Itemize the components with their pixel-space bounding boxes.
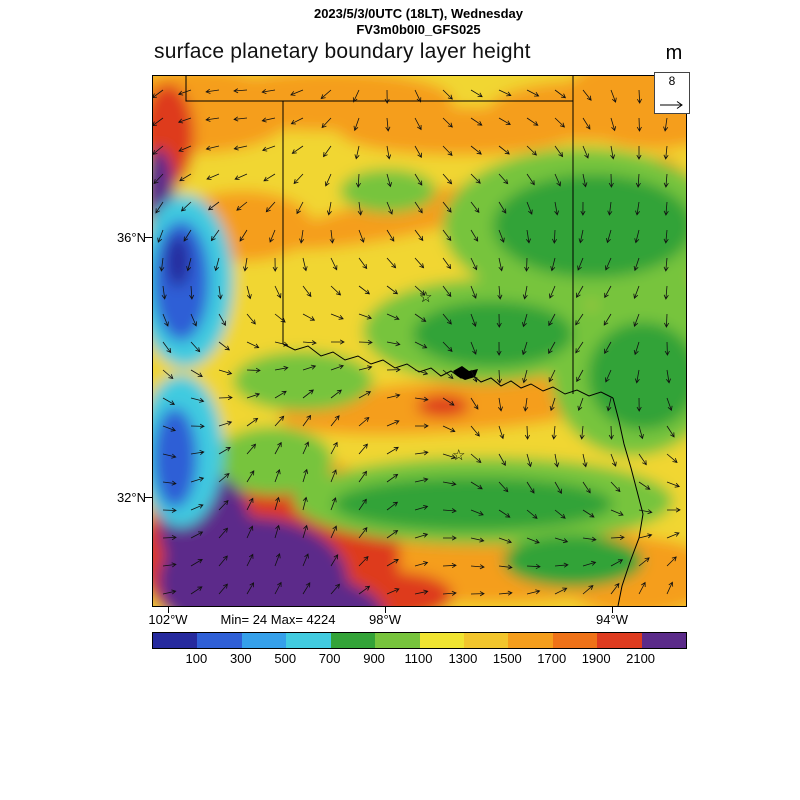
vector-reference-value: 8 [668, 74, 676, 88]
lake-marker [453, 366, 478, 380]
colorbar-tick-label: 1500 [492, 651, 522, 666]
lat-label-36n: 36°N [116, 230, 146, 245]
colorbar-segment [463, 633, 509, 648]
run-datetime: 2023/5/3/0UTC (18LT), Wednesday [313, 6, 524, 21]
colorbar-segment [286, 633, 331, 648]
colorbar-segment [597, 633, 642, 648]
colorbar-tick-label: 2100 [626, 651, 656, 666]
colorbar-segment [375, 633, 420, 648]
colorbar-segment [508, 633, 553, 648]
colorbar-segment [552, 633, 598, 648]
colorbar-segment [330, 633, 376, 648]
vector-reference-arrow-icon [660, 101, 683, 109]
model-name: FV3m0b0I0_GFS025 [356, 22, 481, 37]
filled-contours [103, 53, 743, 656]
page-title: surface planetary boundary layer height [154, 40, 531, 63]
pbl-height-field: ☆ ☆ [103, 53, 743, 656]
colorbar-tick-label: 1900 [581, 651, 611, 666]
city-star-marker-south: ☆ [452, 447, 465, 464]
lon-tick-98w [385, 607, 386, 613]
lat-label-32n: 32°N [116, 490, 146, 505]
city-star-marker-north: ☆ [419, 289, 432, 306]
colorbar [152, 632, 687, 649]
colorbar-tick-label: 900 [363, 651, 385, 666]
colorbar-tick-label: 700 [318, 651, 341, 666]
wind-vector-arrows [151, 88, 681, 597]
colorbar-segment [197, 633, 242, 648]
colorbar-tick-label: 300 [229, 651, 252, 666]
min-max-stats: Min= 24 Max= 4224 [220, 612, 336, 627]
colorbar-segment [419, 633, 464, 648]
colorbar-segment [153, 633, 198, 648]
unit-label: m [665, 42, 683, 64]
colorbar-tick-label: 500 [274, 651, 297, 666]
vector-reference-legend: 8 [654, 72, 690, 114]
colorbar-segment [241, 633, 287, 648]
colorbar-tick-label: 1100 [404, 651, 433, 666]
colorbar-tick-label: 100 [185, 651, 208, 666]
colorbar-tick-label: 1300 [448, 651, 478, 666]
state-borders [185, 76, 644, 607]
lat-tick-36n [145, 237, 152, 238]
colorbar-tick-labels: 100 300 500 700 900 1100 1300 1500 1700 1900 2100 [152, 651, 685, 667]
lon-tick-102w [168, 607, 169, 613]
colorbar-segment [641, 633, 687, 648]
lon-label-94w: 94°W [596, 612, 628, 627]
lon-tick-94w [612, 607, 613, 613]
lon-label-102w: 102°W [148, 612, 188, 627]
colorbar-tick-label: 1700 [537, 651, 567, 666]
lon-label-98w: 98°W [369, 612, 401, 627]
lat-tick-32n [145, 497, 152, 498]
map-plot: ☆ ☆ [103, 53, 743, 656]
